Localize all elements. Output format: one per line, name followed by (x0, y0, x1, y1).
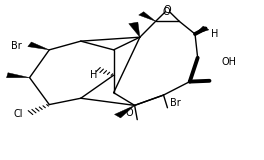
Text: H: H (211, 29, 218, 39)
Text: OH: OH (221, 57, 236, 67)
Text: O: O (164, 5, 171, 15)
Text: H: H (90, 70, 98, 80)
Text: Br: Br (170, 98, 181, 108)
Polygon shape (7, 73, 30, 78)
Text: Cl: Cl (13, 109, 23, 119)
Polygon shape (28, 42, 49, 50)
Text: O: O (162, 7, 170, 17)
Text: ·O: ·O (123, 108, 133, 118)
Polygon shape (129, 22, 140, 37)
Polygon shape (139, 12, 156, 21)
Polygon shape (195, 26, 209, 34)
Polygon shape (115, 105, 135, 118)
Text: Br: Br (11, 41, 22, 51)
